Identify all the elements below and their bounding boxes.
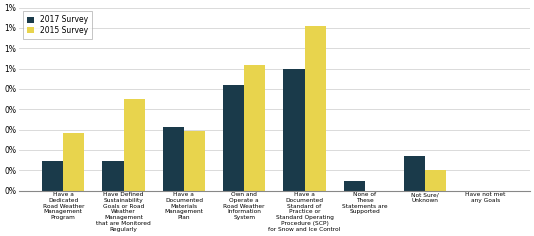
Bar xyxy=(244,65,265,191)
Bar xyxy=(223,85,244,191)
Bar xyxy=(425,170,446,191)
Bar xyxy=(63,134,84,191)
Bar xyxy=(42,161,63,191)
Bar xyxy=(103,161,123,191)
Bar xyxy=(344,181,365,191)
Bar xyxy=(404,156,425,191)
Legend: 2017 Survey, 2015 Survey: 2017 Survey, 2015 Survey xyxy=(23,12,92,39)
Bar xyxy=(123,99,145,191)
Bar xyxy=(184,131,205,191)
Bar xyxy=(284,69,304,191)
Bar xyxy=(163,126,184,191)
Bar xyxy=(304,26,326,191)
